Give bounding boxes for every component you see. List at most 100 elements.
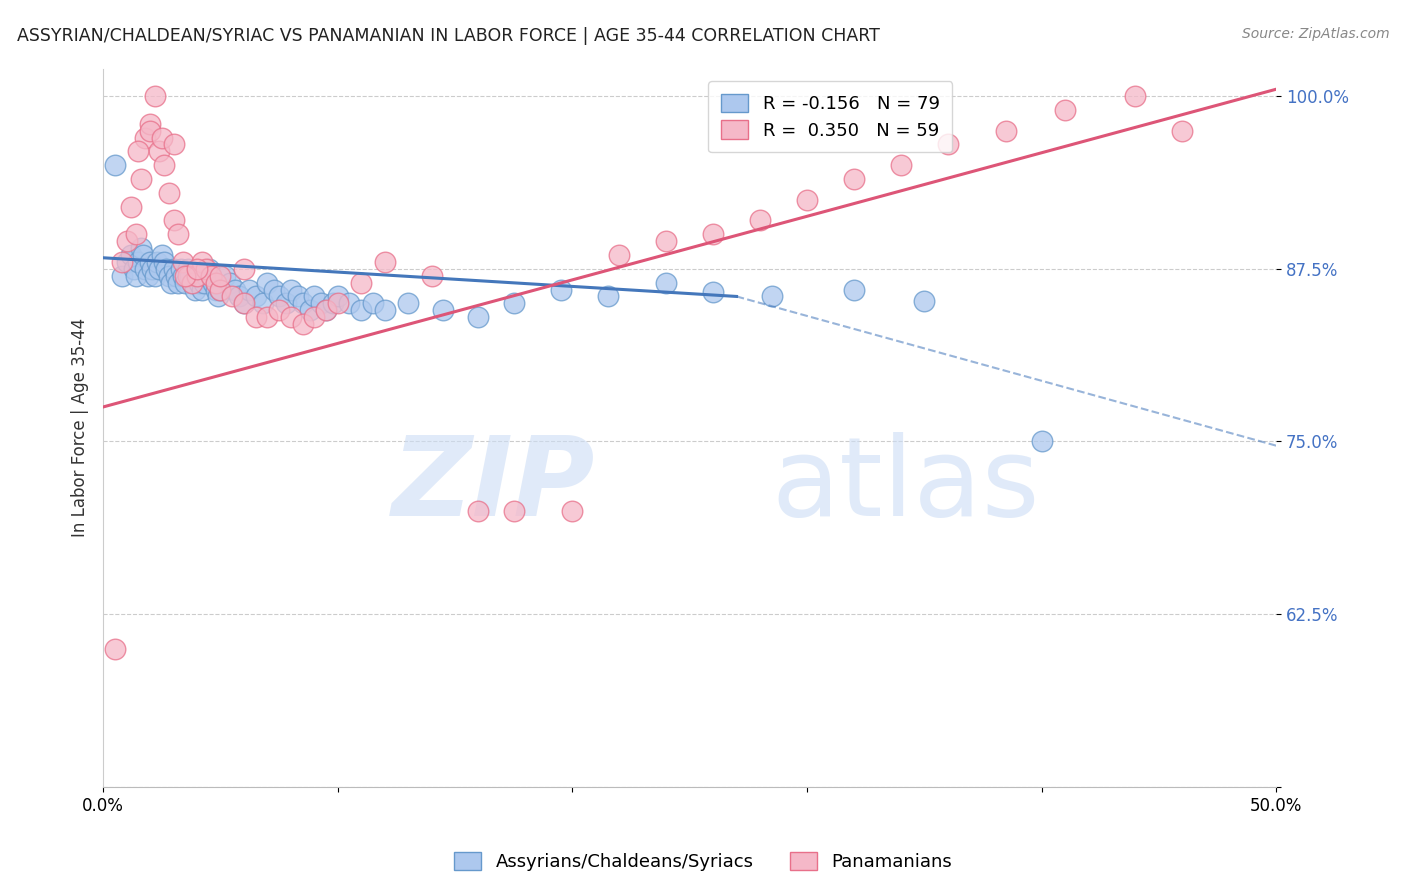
Point <box>195 261 218 276</box>
Point <box>146 255 169 269</box>
Point <box>256 310 278 325</box>
Point <box>129 241 152 255</box>
Point <box>796 193 818 207</box>
Text: atlas: atlas <box>772 432 1040 539</box>
Point <box>200 268 222 283</box>
Point <box>125 227 148 242</box>
Point <box>150 130 173 145</box>
Point <box>176 261 198 276</box>
Point <box>169 261 191 276</box>
Point <box>143 268 166 283</box>
Point <box>115 255 138 269</box>
Point <box>1031 434 1053 449</box>
Point <box>267 303 290 318</box>
Point <box>197 261 219 276</box>
Point <box>224 283 246 297</box>
Point <box>596 289 619 303</box>
Point <box>502 296 524 310</box>
Point <box>232 296 254 310</box>
Point <box>120 200 142 214</box>
Text: ASSYRIAN/CHALDEAN/SYRIAC VS PANAMANIAN IN LABOR FORCE | AGE 35-44 CORRELATION CH: ASSYRIAN/CHALDEAN/SYRIAC VS PANAMANIAN I… <box>17 27 880 45</box>
Point <box>263 283 285 297</box>
Point <box>139 124 162 138</box>
Point <box>502 503 524 517</box>
Point <box>172 268 194 283</box>
Point <box>374 255 396 269</box>
Point <box>350 303 373 318</box>
Point <box>193 276 215 290</box>
Legend: R = -0.156   N = 79, R =  0.350   N = 59: R = -0.156 N = 79, R = 0.350 N = 59 <box>709 81 952 153</box>
Point <box>361 296 384 310</box>
Point <box>228 289 250 303</box>
Point <box>315 303 337 318</box>
Point <box>143 89 166 103</box>
Point <box>214 268 236 283</box>
Point <box>148 145 170 159</box>
Point <box>195 268 218 283</box>
Point <box>104 641 127 656</box>
Point <box>181 276 204 290</box>
Point <box>702 285 724 300</box>
Point <box>186 268 208 283</box>
Point <box>202 276 225 290</box>
Point <box>396 296 419 310</box>
Point <box>339 296 361 310</box>
Point <box>209 268 232 283</box>
Point <box>256 276 278 290</box>
Point <box>162 213 184 227</box>
Point <box>280 310 302 325</box>
Point <box>134 130 156 145</box>
Point <box>157 186 180 200</box>
Point <box>183 283 205 297</box>
Point <box>287 289 309 303</box>
Point <box>176 268 198 283</box>
Point <box>267 289 290 303</box>
Point <box>912 293 935 308</box>
Point <box>200 268 222 283</box>
Point <box>291 317 314 331</box>
Point <box>190 283 212 297</box>
Point <box>420 268 443 283</box>
Point <box>162 261 184 276</box>
Point <box>322 296 344 310</box>
Point <box>842 172 865 186</box>
Point <box>127 145 149 159</box>
Point <box>174 268 197 283</box>
Legend: Assyrians/Chaldeans/Syriacs, Panamanians: Assyrians/Chaldeans/Syriacs, Panamanians <box>447 845 959 879</box>
Point <box>155 261 177 276</box>
Point <box>167 227 190 242</box>
Point <box>890 158 912 172</box>
Point <box>655 234 678 248</box>
Point <box>127 255 149 269</box>
Point <box>749 213 772 227</box>
Point <box>1053 103 1076 117</box>
Point <box>153 158 176 172</box>
Point <box>172 255 194 269</box>
Point <box>311 296 333 310</box>
Point <box>115 234 138 248</box>
Point <box>326 296 349 310</box>
Point <box>467 503 489 517</box>
Point <box>761 289 783 303</box>
Point <box>607 248 630 262</box>
Point <box>190 255 212 269</box>
Text: Source: ZipAtlas.com: Source: ZipAtlas.com <box>1241 27 1389 41</box>
Point <box>350 276 373 290</box>
Point <box>111 255 134 269</box>
Point <box>148 261 170 276</box>
Point <box>167 276 190 290</box>
Point <box>245 289 267 303</box>
Point <box>150 248 173 262</box>
Point <box>304 310 326 325</box>
Point <box>374 303 396 318</box>
Point <box>122 261 145 276</box>
Point <box>1123 89 1146 103</box>
Text: ZIP: ZIP <box>392 432 596 539</box>
Point <box>238 283 260 297</box>
Point <box>129 172 152 186</box>
Point <box>132 248 155 262</box>
Point <box>186 261 208 276</box>
Point <box>315 303 337 318</box>
Point <box>221 289 243 303</box>
Point <box>232 261 254 276</box>
